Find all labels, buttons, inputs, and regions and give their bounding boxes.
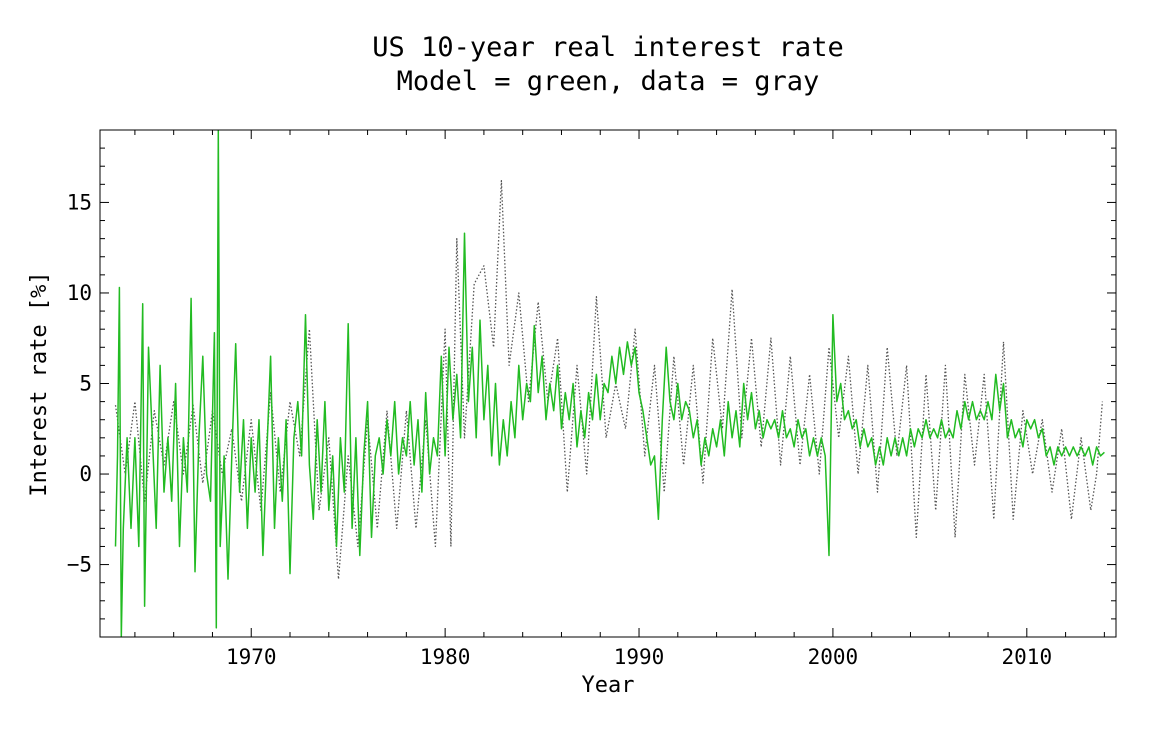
x-axis-label: Year [582, 673, 635, 698]
y-tick-label: 15 [67, 190, 92, 214]
x-tick-label: 2000 [808, 645, 859, 669]
x-ticks: 1970 1980 1990 2000 2010 [134, 130, 1105, 669]
y-axis-label: Interest rate [%] [27, 271, 52, 496]
x-tick-label: 1970 [226, 645, 277, 669]
y-tick-label: 5 [79, 372, 92, 396]
y-tick-label: −5 [67, 553, 92, 577]
x-tick-label: 2010 [1002, 645, 1053, 669]
plot-frame [99, 129, 1117, 638]
x-tick-label: 1980 [420, 645, 471, 669]
chart-title-line-2: Model = green, data = gray [397, 66, 820, 97]
y-tick-label: 0 [79, 462, 92, 486]
x-tick-label: 1990 [614, 645, 665, 669]
y-ticks: −5 0 5 10 15 [67, 129, 1116, 638]
y-tick-label: 10 [67, 281, 92, 305]
chart-title-line-1: US 10-year real interest rate [372, 32, 843, 63]
series-model-line [114, 130, 1105, 637]
series-layer [114, 130, 1105, 637]
